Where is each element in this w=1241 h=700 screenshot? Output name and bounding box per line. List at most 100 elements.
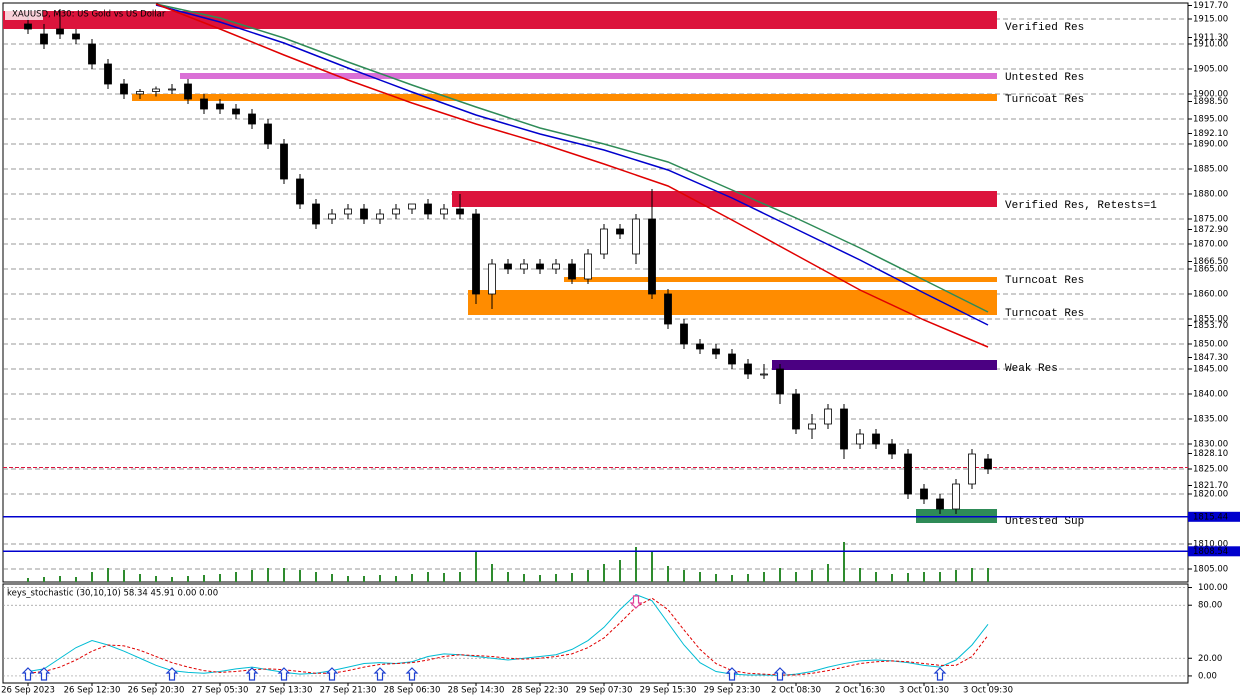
x-tick-label: 28 Sep 06:30	[384, 686, 441, 696]
price-label: 1828.10	[1193, 449, 1228, 459]
volume-bar	[779, 568, 781, 582]
volume-bar	[251, 570, 253, 582]
candle-body	[904, 453, 912, 495]
candle-body	[408, 203, 416, 210]
y-tick-label: 1825.00	[1193, 465, 1228, 475]
candle-body	[792, 393, 800, 430]
volume-bar	[331, 574, 333, 582]
x-tick-label: 3 Oct 01:30	[899, 686, 949, 696]
indicator-line	[27, 594, 989, 676]
candle-body	[488, 263, 496, 295]
candle-body	[952, 483, 960, 510]
x-tick-label: 26 Sep 12:30	[64, 686, 121, 696]
moving-average	[155, 3, 989, 348]
x-tick-label: 29 Sep 07:30	[576, 686, 633, 696]
zone	[452, 191, 997, 207]
price-label: 1821.70	[1193, 481, 1228, 491]
volume-bar	[187, 576, 189, 582]
volume-bar	[91, 572, 93, 582]
volume-bar	[27, 578, 29, 582]
y-tick-label: 1890.00	[1193, 140, 1228, 150]
buy-signal	[277, 667, 291, 681]
zone	[180, 73, 997, 79]
x-tick-label: 29 Sep 23:30	[704, 686, 761, 696]
zone	[564, 277, 997, 282]
x-tick-label: 27 Sep 21:30	[320, 686, 377, 696]
y-tick-label: 1885.00	[1193, 165, 1228, 175]
buy-signal	[325, 667, 339, 681]
x-tick-label: 2 Oct 08:30	[771, 686, 821, 696]
volume-bar	[299, 570, 301, 582]
volume-bar	[539, 575, 541, 582]
y-tick-label: 1875.00	[1193, 215, 1228, 225]
zone	[772, 360, 997, 370]
volume-bar	[507, 572, 509, 582]
y-tick-label: 1870.00	[1193, 240, 1228, 250]
y-tick-label: 1915.00	[1193, 15, 1228, 25]
volume-bar	[219, 574, 221, 582]
volume-bar	[523, 574, 525, 582]
y-tick-label: 1845.00	[1193, 365, 1228, 375]
price-label: 1898.50	[1193, 97, 1228, 107]
volume-bar	[955, 570, 957, 582]
x-tick-label: 29 Sep 15:30	[640, 686, 697, 696]
candle-body	[360, 208, 368, 220]
volume-bar	[587, 570, 589, 582]
price-label: 1872.90	[1193, 225, 1228, 235]
zone-label: Untested Res	[1005, 72, 1084, 84]
y-tick-label: 1910.00	[1193, 40, 1228, 50]
candle-body	[632, 218, 640, 255]
volume-bar	[795, 572, 797, 582]
zone-label: Turncoat Res	[1005, 308, 1084, 320]
y-tick-label: 1855.00	[1193, 315, 1228, 325]
y-tick-label: 1810.00	[1193, 540, 1228, 550]
volume-bar	[267, 568, 269, 582]
volume-bar	[379, 575, 381, 582]
volume-bar	[603, 564, 605, 582]
zone	[3, 11, 997, 29]
volume-bar	[971, 568, 973, 582]
candle-body	[104, 63, 112, 85]
candle-body	[936, 498, 944, 510]
y-tick-label: 1835.00	[1193, 415, 1228, 425]
y-tick-label: 1900.00	[1193, 90, 1228, 100]
buy-signal	[933, 667, 947, 681]
price-label: 1853.70	[1193, 321, 1228, 331]
volume-bar	[235, 572, 237, 582]
candle-body	[136, 91, 144, 95]
y-tick-label: 1865.00	[1193, 265, 1228, 275]
candle-body	[216, 103, 224, 110]
chart-title: XAUUSD, M30: US Gold vs US Dollar	[12, 10, 166, 20]
volume-bar	[411, 574, 413, 582]
volume-bar	[491, 564, 493, 582]
volume-bar	[107, 568, 109, 582]
volume-bar	[155, 576, 157, 582]
y-tick-label: 1895.00	[1193, 115, 1228, 125]
volume-bar	[363, 576, 365, 582]
price-label: 1892.10	[1193, 129, 1228, 139]
sell-signal	[629, 595, 643, 609]
volume-bar	[635, 547, 637, 582]
volume-bar	[859, 568, 861, 582]
candle-body	[56, 28, 64, 35]
candle-body	[520, 263, 528, 270]
buy-signal	[725, 667, 739, 681]
zone-label: Turncoat Res	[1005, 94, 1084, 106]
x-tick-label: 28 Sep 22:30	[512, 686, 569, 696]
candle-body	[392, 208, 400, 215]
candle-body	[824, 408, 832, 425]
volume-bar	[683, 570, 685, 582]
volume-bar	[347, 576, 349, 582]
level-label-bg	[1188, 546, 1240, 557]
volume-bar	[827, 564, 829, 582]
y-tick-label: 1905.00	[1193, 65, 1228, 75]
candle-body	[888, 443, 896, 455]
zone-label: Turncoat Res	[1005, 275, 1084, 287]
volume-bar	[699, 572, 701, 582]
volume-bar	[315, 572, 317, 582]
candle-body	[808, 423, 816, 430]
candle-body	[312, 203, 320, 225]
indicator-line	[27, 597, 989, 676]
volume-bar	[891, 574, 893, 582]
y-tick-label: 80.00	[1198, 601, 1222, 611]
